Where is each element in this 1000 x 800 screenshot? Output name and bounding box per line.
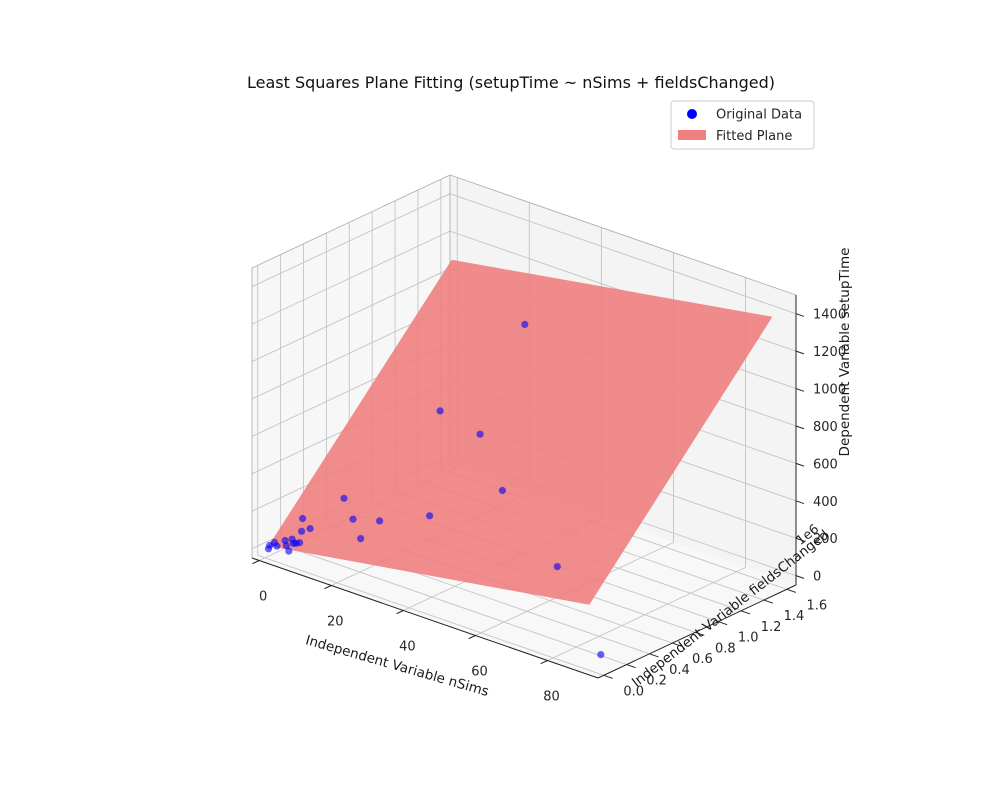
legend-label-original-data: Original Data — [716, 108, 802, 123]
data-point — [597, 651, 605, 659]
y-tick-label: 1.6 — [806, 598, 827, 613]
legend-label-fitted-plane: Fitted Plane — [716, 129, 792, 144]
grid-line-z-left — [251, 193, 451, 288]
axes: 0 20 40 60 80 0.00.20.40.60.81.01.21.41.6 0 200… — [251, 295, 846, 705]
x-tick — [252, 560, 260, 565]
y-tick-label: 0.6 — [692, 652, 713, 667]
data-point — [498, 486, 506, 495]
z-tick — [795, 537, 805, 542]
data-point — [295, 539, 304, 547]
y-tick-label: 1.4 — [784, 609, 805, 624]
legend: Original Data Fitted Plane — [670, 100, 815, 150]
z-tick — [795, 313, 805, 317]
data-point — [282, 542, 290, 550]
y-tick-label: 0.2 — [646, 674, 667, 689]
legend-frame — [670, 100, 815, 150]
grid-line-x-floor — [547, 567, 746, 661]
x-tick — [468, 635, 476, 640]
data-point — [376, 517, 384, 525]
z-tick — [795, 500, 805, 505]
y-tick-label: 0.4 — [669, 663, 690, 678]
data-point — [436, 407, 444, 415]
y-tick — [672, 642, 682, 647]
x-axis-line — [251, 557, 599, 679]
z-tick — [795, 388, 805, 392]
data-point — [273, 542, 281, 550]
z-tick-label: 1200 — [813, 345, 846, 360]
x-tick-label: 0 — [259, 590, 267, 605]
grid-line-z-left — [251, 268, 451, 362]
x-tick — [396, 610, 404, 615]
x-tick-label: 20 — [327, 615, 344, 630]
z-tick-label: 800 — [813, 420, 838, 435]
grid-line-z-back — [449, 193, 797, 315]
z-tick-label: 600 — [813, 457, 838, 472]
z-tick — [795, 575, 805, 579]
y-tick-label: 1.0 — [738, 631, 759, 646]
data-point — [426, 512, 434, 520]
y-tick — [603, 674, 613, 679]
x-tick-label: 60 — [471, 665, 488, 680]
fitted-plane — [268, 259, 773, 605]
z-tick-label: 0 — [813, 570, 821, 585]
z-tick-label: 1400 — [813, 308, 846, 323]
y-tick — [626, 664, 636, 669]
z-tick-label: 400 — [813, 495, 838, 510]
x-tick — [540, 660, 548, 665]
y-tick — [718, 621, 728, 626]
data-point — [476, 430, 484, 438]
plot-marks — [264, 259, 773, 659]
data-point — [285, 547, 293, 555]
y-tick — [740, 610, 751, 615]
y-tick-label: 0.0 — [623, 684, 644, 699]
z-tick — [795, 462, 805, 467]
z-tick — [795, 425, 805, 430]
x-tick-label: 80 — [543, 690, 560, 705]
data-point — [553, 563, 561, 571]
y-tick — [786, 588, 797, 593]
grid-line-z-left — [251, 230, 451, 325]
z-tick — [795, 350, 805, 355]
legend-marker-original-data — [687, 109, 697, 119]
y-tick — [649, 653, 659, 658]
data-point — [306, 525, 314, 533]
data-point — [340, 494, 348, 502]
pane-edge — [449, 174, 797, 296]
y-tick-label: 0.8 — [715, 641, 736, 656]
x-tick-label: 40 — [399, 640, 416, 655]
grid-line-y-floor — [257, 554, 604, 676]
z-tick-label: 1000 — [813, 383, 846, 398]
pane-edge — [251, 174, 451, 269]
grid-line-y-floor — [280, 544, 627, 665]
data-point — [288, 535, 296, 543]
z-tick-label: 200 — [813, 532, 838, 547]
data-point — [349, 515, 357, 523]
data-point — [521, 320, 529, 328]
data-point — [299, 514, 307, 523]
data-point — [357, 535, 365, 543]
y-axis-line — [597, 584, 797, 679]
chart-title: Least Squares Plane Fitting (setupTime ~… — [247, 73, 775, 92]
x-tick — [324, 585, 332, 590]
y-tick — [695, 631, 705, 636]
legend-marker-fitted-plane — [678, 130, 706, 140]
data-point — [298, 527, 306, 535]
z-axis-label: Dependent Variable setupTime — [837, 248, 853, 457]
y-tick-label: 1.2 — [761, 620, 782, 635]
y-tick — [763, 599, 774, 604]
